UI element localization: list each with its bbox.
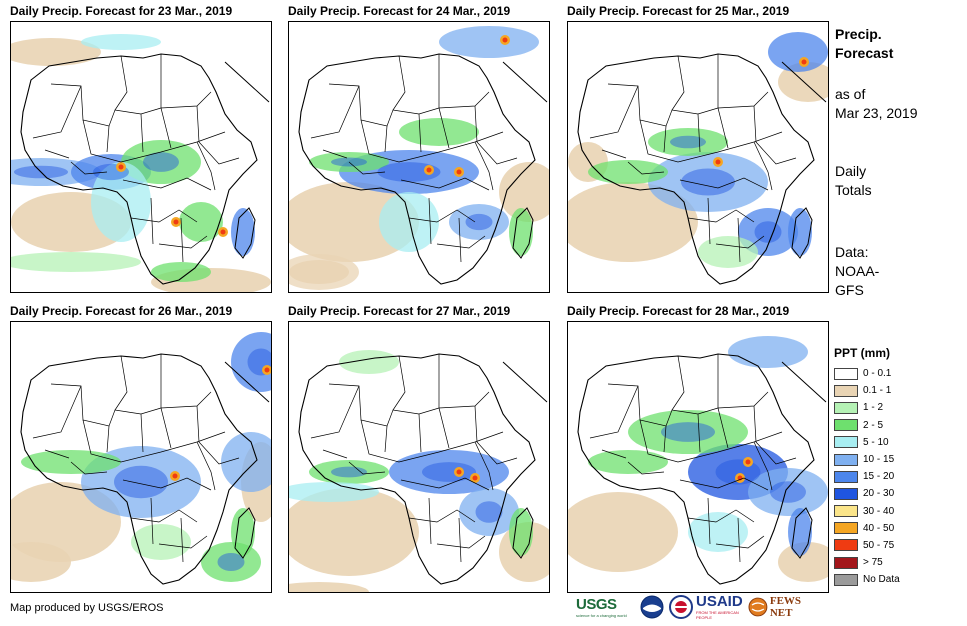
map-frame[interactable] — [567, 21, 829, 293]
usaid-tagline: FROM THE AMERICAN PEOPLE — [696, 610, 739, 620]
legend-item: 0.1 - 1 — [834, 382, 924, 399]
legend-swatch — [834, 453, 858, 466]
usaid-wordmark: USAID — [696, 593, 743, 610]
africa-precip-map — [11, 34, 271, 292]
data-source-line3: GFS — [835, 282, 864, 298]
legend-swatch — [834, 539, 858, 552]
legend-item: 40 - 50 — [834, 520, 924, 537]
legend-label: 50 - 75 — [863, 539, 895, 551]
legend-item: 50 - 75 — [834, 537, 924, 554]
legend-swatch — [834, 419, 858, 432]
legend-swatch — [834, 367, 858, 380]
fewsnet-wordmark: FEWS NET — [769, 595, 802, 619]
legend-swatch — [834, 556, 858, 569]
africa-precip-map — [568, 336, 828, 585]
precip-legend: PPT (mm) 0 - 0.1 0.1 - 1 1 - 2 2 - 5 5 - 10 1… — [834, 346, 924, 588]
daily-totals-label: Daily Totals — [835, 162, 872, 200]
map-frame[interactable] — [10, 321, 272, 593]
panel-title: Daily Precip. Forecast for 28 Mar., 2019 — [567, 304, 790, 318]
noaa-seal-icon — [640, 595, 664, 619]
usgs-wordmark: USGS — [576, 595, 617, 613]
panel-title: Daily Precip. Forecast for 27 Mar., 2019 — [288, 304, 511, 318]
map-credit: Map produced by USGS/EROS — [10, 602, 164, 614]
legend-label: 40 - 50 — [863, 522, 895, 534]
panel-title: Daily Precip. Forecast for 23 Mar., 2019 — [10, 4, 233, 18]
legend-label: 2 - 5 — [863, 419, 884, 431]
legend-label: 5 - 10 — [863, 436, 889, 448]
as-of-date: as of Mar 23, 2019 — [835, 85, 918, 123]
legend-label: 10 - 15 — [863, 454, 895, 466]
legend-item: 20 - 30 — [834, 485, 924, 502]
legend-item: 10 - 15 — [834, 451, 924, 468]
fewsnet-logo[interactable]: FEWS NET — [748, 594, 826, 620]
legend-swatch — [834, 573, 858, 586]
panel-title: Daily Precip. Forecast for 26 Mar., 2019 — [10, 304, 233, 318]
map-frame[interactable] — [10, 21, 272, 293]
map-frame[interactable] — [288, 321, 550, 593]
partner-logos: USGS science for a changing world USAID … — [576, 593, 826, 621]
legend-label: 30 - 40 — [863, 505, 895, 517]
legend-label: 0 - 0.1 — [863, 368, 892, 380]
usgs-tagline: science for a changing world — [576, 612, 627, 618]
legend-swatch — [834, 436, 858, 449]
as-of-label: as of — [835, 86, 866, 102]
legend-item: 15 - 20 — [834, 468, 924, 485]
map-frame[interactable] — [567, 321, 829, 593]
africa-precip-map — [568, 32, 828, 285]
data-source-line2: NOAA- — [835, 263, 880, 279]
side-title-line1: Precip. — [835, 26, 882, 42]
legend-swatch — [834, 384, 858, 397]
legend-item: No Data — [834, 571, 924, 588]
legend-item: > 75 — [834, 554, 924, 571]
legend-swatch — [834, 401, 858, 414]
panel-title: Daily Precip. Forecast for 24 Mar., 2019 — [288, 4, 511, 18]
as-of-value: Mar 23, 2019 — [835, 105, 918, 121]
legend-swatch — [834, 505, 858, 518]
side-title-line2: Forecast — [835, 45, 894, 61]
legend-swatch — [834, 522, 858, 535]
legend-label: No Data — [863, 574, 900, 586]
legend-swatch — [834, 470, 858, 483]
panel-title: Daily Precip. Forecast for 25 Mar., 2019 — [567, 4, 790, 18]
usaid-logo[interactable]: USAID FROM THE AMERICAN PEOPLE — [696, 593, 748, 621]
legend-item: 30 - 40 — [834, 503, 924, 520]
legend-label: 1 - 2 — [863, 402, 884, 414]
fewsnet-globe-icon — [748, 597, 768, 617]
africa-precip-map — [289, 350, 549, 592]
noaa-logo[interactable] — [639, 594, 665, 620]
legend-swatch — [834, 487, 858, 500]
legend-label: 20 - 30 — [863, 488, 895, 500]
daily-totals-line1: Daily — [835, 163, 867, 179]
africa-precip-map — [11, 332, 271, 585]
legend-item: 0 - 0.1 — [834, 365, 924, 382]
legend-label: 15 - 20 — [863, 471, 895, 483]
usaid-seal[interactable] — [668, 594, 694, 620]
side-title: Precip. Forecast — [835, 25, 893, 63]
legend-label: > 75 — [863, 557, 883, 569]
legend-title: PPT (mm) — [834, 346, 891, 360]
legend-item: 5 - 10 — [834, 434, 924, 451]
data-source: Data: NOAA- GFS — [835, 243, 879, 300]
africa-precip-map — [289, 26, 549, 290]
legend-item: 2 - 5 — [834, 417, 924, 434]
legend-item: 1 - 2 — [834, 399, 924, 416]
legend-label: 0.1 - 1 — [863, 385, 892, 397]
usgs-logo[interactable]: USGS science for a changing world — [576, 594, 634, 620]
data-source-line1: Data: — [835, 244, 869, 260]
map-frame[interactable] — [288, 21, 550, 293]
daily-totals-line2: Totals — [835, 182, 872, 198]
usaid-seal-icon — [669, 595, 693, 619]
